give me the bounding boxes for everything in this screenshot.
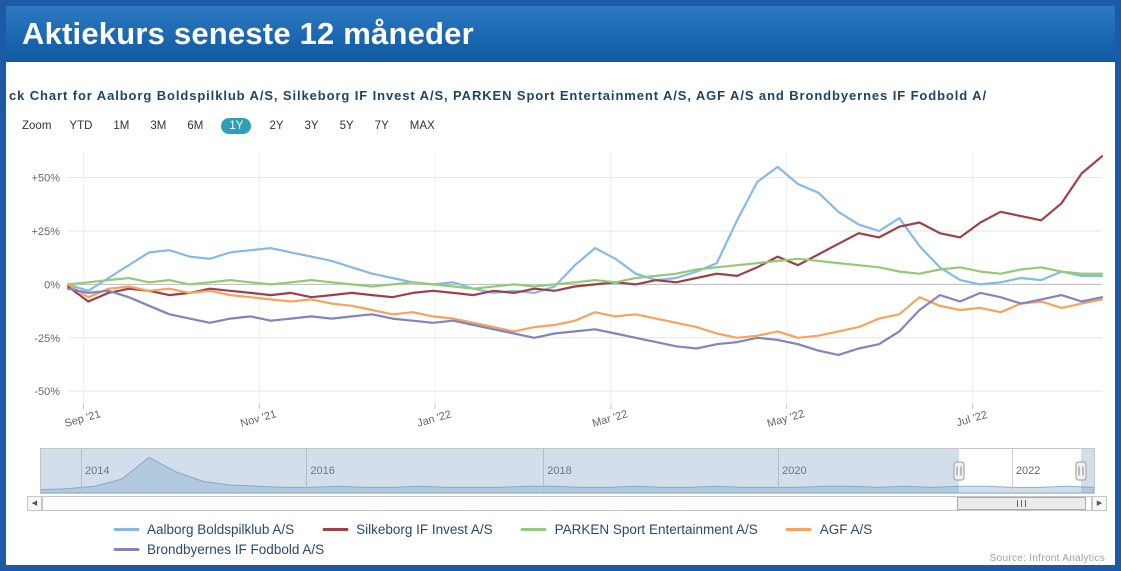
zoom-button-ytd[interactable]: YTD <box>69 120 93 132</box>
svg-text:+25%: +25% <box>32 226 61 238</box>
series-line-silkeborg-if-invest-a-s[interactable] <box>66 155 1104 303</box>
zoom-button-3y[interactable]: 3Y <box>304 120 319 132</box>
navigator-year-gridline <box>543 449 545 493</box>
svg-text:0%: 0% <box>44 279 60 291</box>
scrollbar-left-arrow-icon[interactable]: ◀ <box>27 496 42 511</box>
navigator-mask-right[interactable] <box>1081 449 1094 493</box>
scrollbar-right-arrow-icon[interactable]: ▶ <box>1092 496 1107 511</box>
zoom-controls: Zoom YTD 1M 3M 6M 1Y 2Y 3Y 5Y 7Y MAX <box>22 118 438 134</box>
navigator-mask-left[interactable] <box>41 449 960 493</box>
navigator-year-gridline <box>1011 449 1013 493</box>
navigator-year-label: 2014 <box>85 465 110 477</box>
legend-line-icon <box>322 528 349 531</box>
svg-text:-50%: -50% <box>34 386 60 398</box>
navigator-sparkline <box>41 456 1094 493</box>
chart-title: ck Chart for Aalborg Boldspilklub A/S, S… <box>9 88 987 103</box>
svg-text:Mar '22: Mar '22 <box>591 408 629 430</box>
svg-text:+50%: +50% <box>32 173 61 185</box>
chart-legend: Aalborg Boldspilklub A/S Silkeborg IF Inv… <box>113 522 1008 557</box>
slide-header: Aktiekurs seneste 12 måneder <box>6 6 1115 62</box>
svg-text:Jan '22: Jan '22 <box>416 409 453 430</box>
navigator-year-label: 2016 <box>310 465 335 477</box>
legend-item-aalborg-boldspilklub-a-s[interactable]: Aalborg Boldspilklub A/S <box>113 522 294 537</box>
series-line-aalborg-boldspilklub-a-s[interactable] <box>66 165 1104 294</box>
zoom-button-1y[interactable]: 1Y <box>221 118 252 134</box>
source-credit: Source: Infront Analytics <box>989 553 1105 564</box>
legend-item-brondbyernes-if-fodbold-a-s[interactable]: Brondbyernes IF Fodbold A/S <box>113 542 324 557</box>
navigator-year-gridline <box>306 449 308 493</box>
svg-text:Nov '21: Nov '21 <box>239 408 278 430</box>
zoom-button-max[interactable]: MAX <box>409 120 435 132</box>
legend-item-silkeborg-if-invest-a-s[interactable]: Silkeborg IF Invest A/S <box>322 522 493 537</box>
navigator-left-handle[interactable] <box>953 461 965 481</box>
legend-label: AGF A/S <box>819 522 873 537</box>
scrollbar-thumb[interactable] <box>956 497 1086 510</box>
svg-text:May '22: May '22 <box>766 408 806 430</box>
legend-label: PARKEN Sport Entertainment A/S <box>554 522 758 537</box>
legend-item-parken-sport-entertainment-a-s[interactable]: PARKEN Sport Entertainment A/S <box>520 522 758 537</box>
legend-line-icon <box>785 528 812 531</box>
navigator-year-gridline <box>778 449 780 493</box>
zoom-button-5y[interactable]: 5Y <box>339 120 354 132</box>
zoom-buttons-group: YTD 1M 3M 6M 1Y 2Y 3Y 5Y 7Y MAX <box>66 118 437 134</box>
legend-label: Silkeborg IF Invest A/S <box>356 522 493 537</box>
legend-line-icon <box>113 548 139 551</box>
zoom-button-7y[interactable]: 7Y <box>374 120 389 132</box>
navigator-year-label: 2020 <box>782 465 807 477</box>
navigator-year-gridline <box>81 449 82 493</box>
navigator-right-handle[interactable] <box>1075 461 1087 481</box>
legend-label: Aalborg Boldspilklub A/S <box>147 522 295 537</box>
page-title: Aktiekurs seneste 12 måneder <box>22 16 474 51</box>
svg-text:-25%: -25% <box>34 333 60 345</box>
zoom-button-3m[interactable]: 3M <box>150 120 167 132</box>
navigator-year-label: 2022 <box>1015 465 1041 477</box>
chart-scrollbar: ◀ ▶ <box>27 496 1107 511</box>
zoom-label: Zoom <box>22 120 52 132</box>
svg-text:Jul '22: Jul '22 <box>955 409 989 429</box>
handle-grip-icon <box>956 466 962 476</box>
zoom-button-1m[interactable]: 1M <box>113 120 130 132</box>
zoom-button-2y[interactable]: 2Y <box>269 120 284 132</box>
legend-line-icon <box>520 528 547 531</box>
svg-text:Sep '21: Sep '21 <box>63 408 102 430</box>
handle-grip-icon <box>1078 466 1084 476</box>
chart-navigator[interactable]: 2014 2016 2018 2020 2022 <box>40 448 1095 494</box>
navigator-year-label: 2018 <box>547 465 572 477</box>
legend-label: Brondbyernes IF Fodbold A/S <box>147 542 325 557</box>
legend-item-agf-a-s[interactable]: AGF A/S <box>785 522 873 537</box>
legend-line-icon <box>113 528 139 531</box>
series-line-brondbyernes-if-fodbold-a-s[interactable] <box>66 287 1104 356</box>
stock-chart-plot[interactable]: Sep '21 Nov '21 Jan '22 Mar '22 May '22 Jul '… <box>6 132 1113 434</box>
zoom-button-6m[interactable]: 6M <box>187 120 204 132</box>
series-line-parken-sport-entertainment-a-s[interactable] <box>66 257 1104 290</box>
scrollbar-grip-icon <box>1016 500 1026 507</box>
scrollbar-track[interactable] <box>42 496 1092 511</box>
